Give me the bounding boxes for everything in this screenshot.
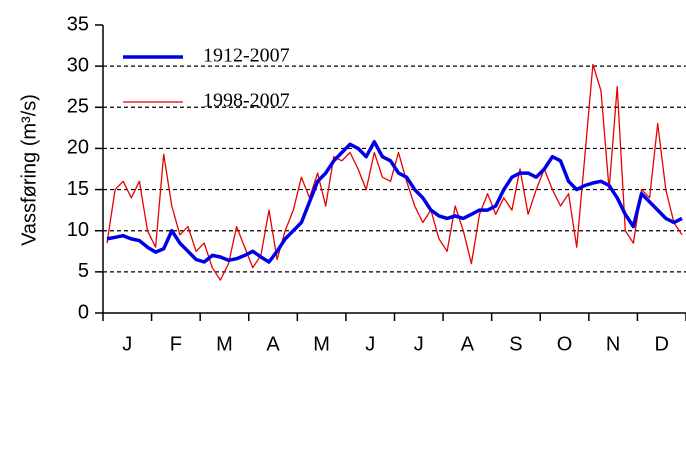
x-tick-label: F xyxy=(170,333,182,355)
legend-label: 1998-2007 xyxy=(203,90,290,112)
y-tick-label: 35 xyxy=(67,13,89,35)
y-tick-label: 5 xyxy=(78,260,89,282)
x-tick-label: J xyxy=(414,333,424,355)
x-tick-label: A xyxy=(266,333,280,355)
y-tick-label: 25 xyxy=(67,96,89,118)
x-tick-label: S xyxy=(509,333,522,355)
y-tick-label: 20 xyxy=(67,137,89,159)
y-tick-label: 15 xyxy=(67,178,89,200)
x-tick-label: M xyxy=(216,333,233,355)
series-line xyxy=(106,63,683,281)
x-tick-label: M xyxy=(313,333,330,355)
y-tick-label: 0 xyxy=(78,301,89,323)
x-tick-label: A xyxy=(461,333,475,355)
series-line xyxy=(106,140,683,264)
x-tick-label: O xyxy=(557,333,573,355)
legend-label: 1912-2007 xyxy=(203,45,290,67)
x-tick-label: N xyxy=(606,333,620,355)
y-axis-label: Vassføring (m³/s) xyxy=(18,94,40,246)
x-tick-label: J xyxy=(365,333,375,355)
x-tick-label: J xyxy=(122,333,132,355)
y-tick-label: 10 xyxy=(67,219,89,241)
y-tick-label: 30 xyxy=(67,54,89,76)
x-tick-label: D xyxy=(654,333,668,355)
